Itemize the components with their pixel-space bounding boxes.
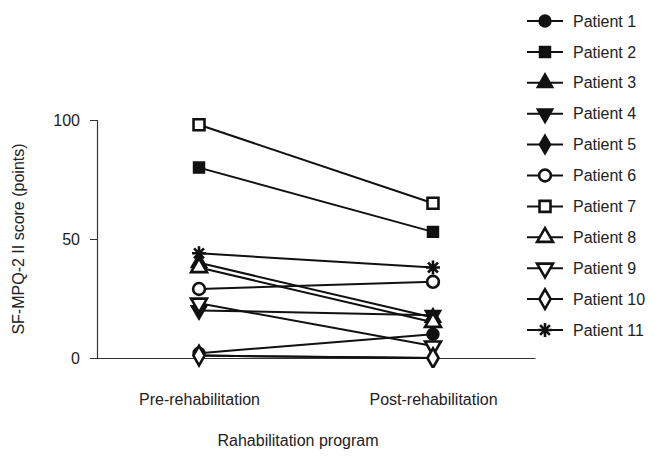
legend-symbol bbox=[537, 109, 553, 123]
legend-symbol bbox=[540, 201, 551, 212]
legend-symbol bbox=[537, 74, 553, 88]
data-point bbox=[193, 283, 205, 295]
data-point bbox=[427, 348, 438, 368]
legend-symbol bbox=[537, 264, 553, 278]
legend-label: Patient 3 bbox=[573, 74, 636, 91]
legend-item: Patient 1 bbox=[527, 13, 636, 30]
data-point bbox=[193, 346, 204, 366]
legend-item: Patient 8 bbox=[527, 228, 636, 246]
x-axis: Pre-rehabilitation Post-rehabilitation bbox=[98, 359, 536, 409]
data-point bbox=[427, 328, 439, 340]
y-tick-label: 50 bbox=[62, 231, 80, 248]
y-axis-line bbox=[90, 121, 98, 359]
legend-label: Patient 8 bbox=[573, 229, 636, 246]
data-point bbox=[425, 313, 441, 327]
legend-symbol bbox=[539, 170, 551, 182]
series-line bbox=[199, 253, 433, 267]
y-tick-label: 100 bbox=[53, 112, 80, 129]
chart: 0 50 100 Pre-rehabilitation Post-rehabilitat… bbox=[0, 0, 670, 464]
data-point bbox=[428, 198, 439, 209]
legend-item: Patient 2 bbox=[527, 44, 636, 61]
legend-symbol bbox=[538, 323, 552, 337]
legend-symbol bbox=[539, 135, 550, 155]
y-tick: 50 bbox=[62, 231, 97, 248]
data-point bbox=[194, 119, 205, 130]
data-point bbox=[192, 246, 206, 260]
series-line bbox=[199, 334, 433, 353]
legend-item: Patient 11 bbox=[527, 322, 644, 339]
y-axis: 0 50 100 bbox=[53, 112, 97, 367]
y-tick-mark bbox=[90, 120, 97, 121]
x-tick-label: Post-rehabilitation bbox=[369, 391, 497, 408]
x-axis-title: Rahabilitation program bbox=[218, 432, 379, 449]
series-line bbox=[199, 268, 433, 323]
x-axis-line bbox=[98, 358, 536, 359]
legend-label: Patient 5 bbox=[573, 136, 636, 153]
data-point bbox=[428, 226, 439, 237]
legend-label: Patient 4 bbox=[573, 105, 636, 122]
legend-label: Patient 2 bbox=[573, 44, 636, 61]
series-line bbox=[199, 168, 433, 232]
data-point bbox=[194, 162, 205, 173]
legend-symbol bbox=[539, 15, 551, 27]
legend-item: Patient 6 bbox=[527, 167, 636, 184]
legend-label: Patient 6 bbox=[573, 167, 636, 184]
legend: Patient 1 Patient 2 Patient 3 Patient 4 Pati… bbox=[527, 13, 645, 339]
series-line bbox=[199, 282, 433, 289]
y-tick: 0 bbox=[71, 350, 97, 367]
legend-item: Patient 10 bbox=[527, 289, 645, 309]
x-tick: Post-rehabilitation bbox=[369, 391, 497, 408]
data-point bbox=[427, 348, 438, 368]
data-point bbox=[426, 261, 440, 275]
legend-label: Patient 11 bbox=[573, 322, 644, 339]
x-tick-label: Pre-rehabilitation bbox=[139, 391, 260, 408]
series-line bbox=[199, 356, 433, 358]
legend-label: Patient 1 bbox=[573, 13, 636, 30]
data-point bbox=[427, 276, 439, 288]
legend-item: Patient 5 bbox=[527, 135, 636, 155]
y-tick-mark bbox=[90, 358, 97, 359]
plot-area bbox=[191, 119, 441, 367]
y-tick: 100 bbox=[53, 112, 97, 129]
x-tick: Pre-rehabilitation bbox=[139, 391, 260, 408]
data-point bbox=[193, 346, 204, 366]
series-line bbox=[199, 125, 433, 204]
legend-symbol bbox=[539, 289, 550, 309]
y-tick-label: 0 bbox=[71, 350, 80, 367]
legend-label: Patient 7 bbox=[573, 198, 636, 215]
series-line bbox=[199, 356, 433, 358]
y-tick-mark bbox=[90, 239, 97, 240]
series-line bbox=[199, 303, 433, 346]
data-point bbox=[191, 258, 207, 272]
legend-label: Patient 9 bbox=[573, 260, 636, 277]
y-axis-title: SF-MPQ-2 II score (points) bbox=[10, 143, 27, 334]
legend-label: Patient 10 bbox=[573, 291, 645, 308]
legend-symbol bbox=[537, 228, 553, 242]
legend-symbol bbox=[540, 46, 551, 57]
legend-item: Patient 7 bbox=[527, 198, 636, 215]
legend-item: Patient 4 bbox=[527, 105, 636, 123]
data-point bbox=[191, 299, 207, 313]
legend-item: Patient 3 bbox=[527, 74, 636, 92]
legend-item: Patient 9 bbox=[527, 260, 636, 278]
